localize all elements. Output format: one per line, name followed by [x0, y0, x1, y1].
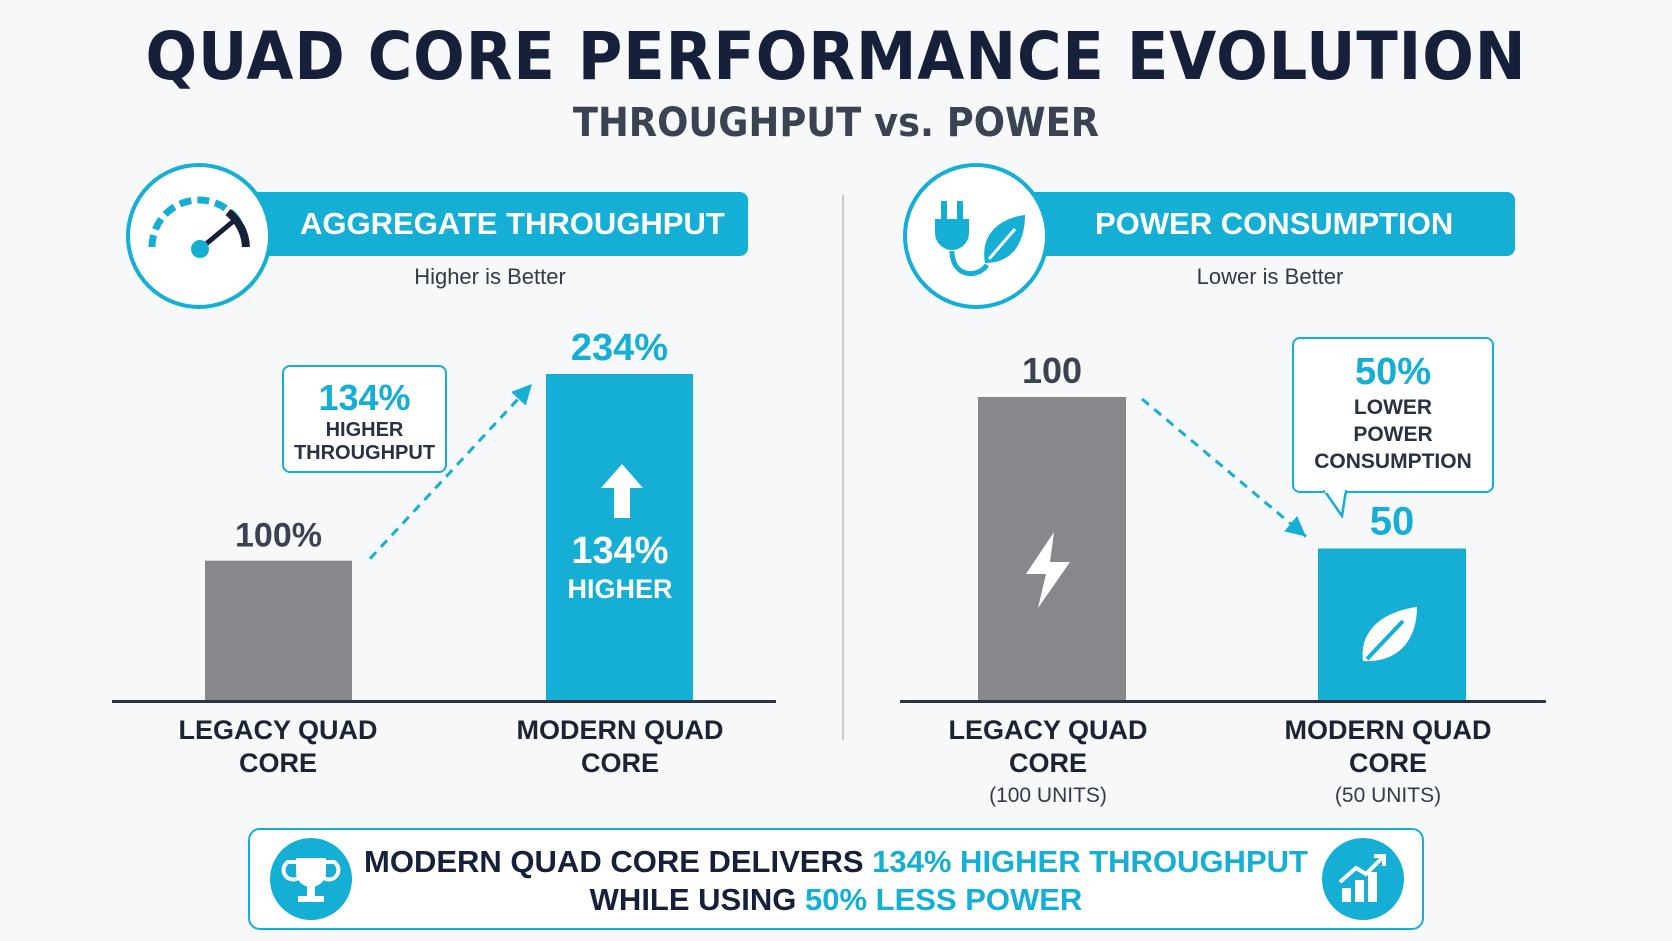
throughput-header-label: AGGREGATE THROUGHPUT: [300, 206, 725, 241]
callout-pointer: [1322, 490, 1348, 518]
trend-arrow-head: [1284, 515, 1306, 537]
power-header: POWER CONSUMPTION: [1005, 192, 1515, 256]
modern-bar-inner-label: HIGHER: [567, 574, 673, 604]
chart-baseline: [112, 700, 776, 703]
growth-chart-icon: [1322, 838, 1404, 920]
bar-legacy: [205, 560, 352, 700]
trophy-icon: [270, 838, 352, 920]
power-header-label: POWER CONSUMPTION: [1095, 206, 1454, 241]
power-category-legacy: LEGACY QUAD CORE: [938, 714, 1158, 780]
power-callout-line3: CONSUMPTION: [1314, 450, 1472, 473]
throughput-callout-value: 134%: [318, 377, 411, 418]
bar-value-label: 100%: [235, 517, 322, 555]
power-category-legacy-text: LEGACY QUAD CORE: [948, 715, 1148, 778]
power-units-modern: (50 UNITS): [1334, 784, 1442, 807]
power-category-modern: MODERN QUAD CORE: [1278, 714, 1498, 780]
throughput-callout-line1: HIGHER: [325, 419, 404, 441]
trend-arrow-line: [1141, 397, 1307, 538]
arrow-up-icon: [597, 462, 647, 520]
bar-value-label: 50: [1370, 500, 1415, 544]
power-callout-line2: POWER: [1353, 423, 1433, 446]
summary-box: MODERN QUAD CORE DELIVERS 134% HIGHER TH…: [248, 828, 1424, 930]
throughput-note: Higher is Better: [414, 264, 566, 289]
power-callout-value: 50%: [1354, 351, 1432, 393]
throughput-callout-line2: THROUGHPUT: [293, 442, 436, 464]
speedometer-icon: [126, 163, 272, 309]
summary-line1-text: MODERN QUAD CORE DELIVERS: [364, 844, 864, 879]
throughput-callout: 134% HIGHER THROUGHPUT: [282, 365, 447, 473]
category-modern-text: MODERN QUAD CORE: [516, 715, 724, 778]
summary-line2-text: WHILE USING: [589, 882, 797, 917]
page-subtitle: THROUGHPUT vs. POWER: [572, 100, 1100, 146]
summary-line-1: MODERN QUAD CORE DELIVERS 134% HIGHER TH…: [250, 844, 1422, 880]
summary-line2-highlight: 50% LESS POWER: [804, 882, 1083, 917]
throughput-category-modern: MODERN QUAD CORE: [510, 714, 730, 780]
trend-arrow-head: [511, 384, 532, 406]
leaf-icon: [1355, 603, 1421, 669]
summary-line-2: WHILE USING 50% LESS POWER: [250, 882, 1422, 918]
throughput-category-legacy: LEGACY QUAD CORE: [168, 714, 388, 780]
throughput-header: AGGREGATE THROUGHPUT: [240, 192, 748, 256]
bar-legacy: [978, 397, 1126, 700]
bar-value-label: 100: [1022, 350, 1082, 391]
panel-divider: [842, 195, 844, 740]
modern-bar-inner-value: 134%: [571, 530, 669, 572]
power-units-legacy: (100 UNITS): [989, 784, 1107, 807]
chart-baseline: [900, 700, 1546, 703]
bar-modern: [546, 374, 693, 700]
lightning-icon: [1018, 530, 1078, 610]
power-category-modern-text: MODERN QUAD CORE: [1284, 715, 1492, 778]
page-title: QUAD CORE PERFORMANCE EVOLUTION: [145, 18, 1527, 95]
trend-arrow-line: [368, 382, 534, 560]
power-note: Lower is Better: [1196, 264, 1344, 289]
power-callout-line1: LOWER: [1353, 396, 1433, 419]
plug-leaf-icon: [903, 163, 1049, 309]
power-callout: 50% LOWER POWER CONSUMPTION: [1292, 337, 1494, 493]
bar-value-label: 234%: [571, 327, 668, 369]
summary-line1-highlight: 134% HIGHER THROUGHPUT: [872, 844, 1308, 879]
category-legacy-text: LEGACY QUAD CORE: [178, 715, 378, 778]
